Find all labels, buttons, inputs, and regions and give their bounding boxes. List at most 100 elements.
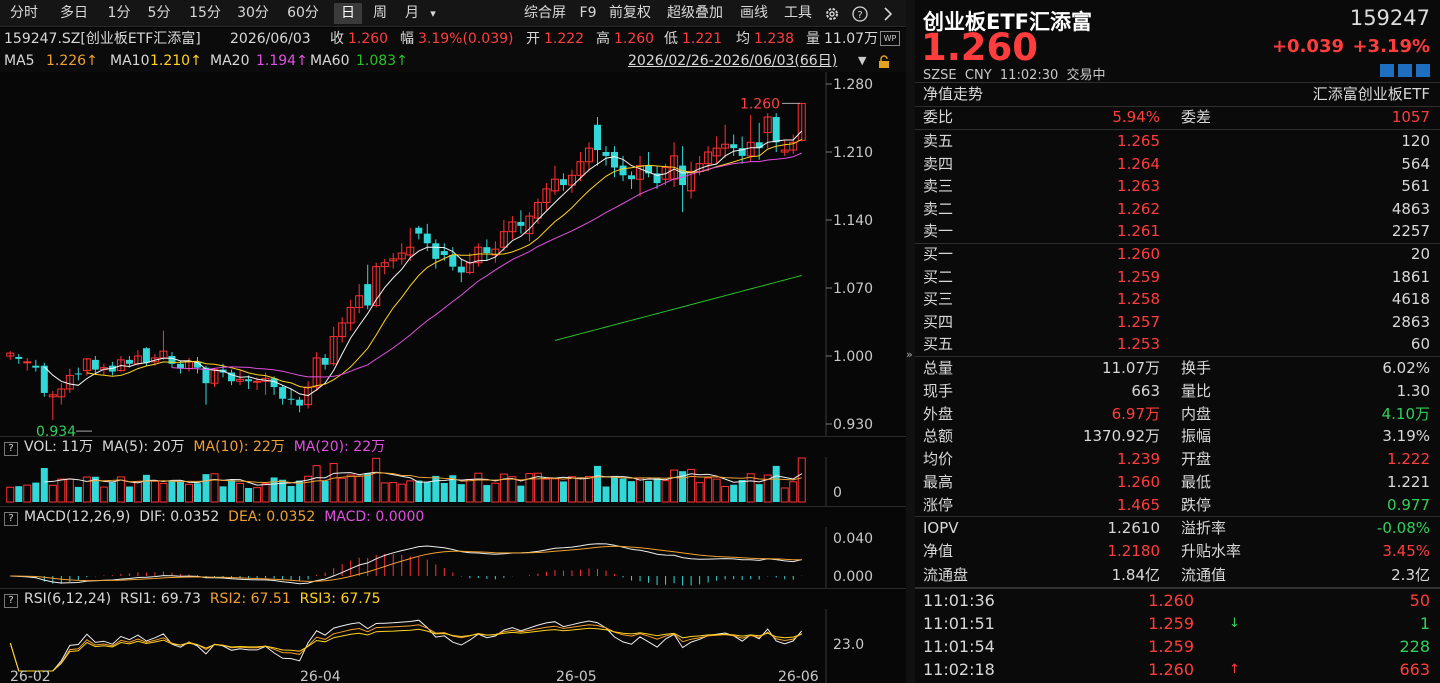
question-icon[interactable]: ?: [4, 512, 18, 526]
tick-row: 11:01:54 1.259 228: [923, 635, 1430, 658]
volume-bar: [576, 477, 585, 503]
tick-price: 1.259: [1148, 637, 1194, 656]
tab-daily[interactable]: 日: [334, 3, 362, 24]
chevron-right-icon[interactable]: [880, 3, 896, 24]
tab-multiday[interactable]: 多日: [60, 5, 88, 21]
volume-bar: [755, 484, 763, 502]
candle-body: [23, 361, 32, 364]
stat-value: 1.221: [1387, 473, 1430, 491]
stat-row: 涨停 1.465 跌停 0.977: [923, 494, 1430, 517]
candle-body: [116, 359, 125, 372]
vol-ma20-label: MA(20): 22万: [293, 439, 386, 455]
volume-bar: [593, 465, 601, 502]
stat-label: 现手: [923, 381, 954, 400]
volume-bar: [364, 473, 372, 502]
volume-panel[interactable]: ? VOL: 11万 MA(5): 20万 MA(10): 22万 MA(20):…: [0, 436, 906, 507]
rsi1-line: [9, 619, 803, 672]
bookmark-icon[interactable]: [1398, 64, 1412, 77]
tick-time: 11:02:18: [923, 660, 995, 679]
candle-body: [125, 359, 133, 364]
vol-label: VOL: 11万: [24, 439, 94, 455]
tab-30min[interactable]: 30分: [237, 5, 269, 21]
kline-panel[interactable]: 1.280 1.210 1.140 1.070 1.000 0.930 1.260 0.934: [0, 72, 906, 436]
ma20-line: [171, 152, 802, 378]
volume-bar: [406, 480, 415, 503]
volume-bar: [704, 477, 713, 503]
tab-weekly[interactable]: 周: [373, 5, 387, 21]
stat-value: 1.239: [1117, 450, 1160, 469]
question-icon[interactable]: ?: [4, 442, 18, 456]
rsi-chart[interactable]: 23.0 26-02 26-04 26-05 26-06: [0, 609, 906, 683]
y-tick-label: 1.070: [833, 281, 873, 297]
help-icon[interactable]: ?: [850, 3, 870, 24]
bid-level-label: 买二: [923, 267, 954, 286]
stat-value: 1.465: [1117, 495, 1160, 514]
macd-chart[interactable]: 0.040 0.000: [0, 527, 906, 589]
tab-1min[interactable]: 1分: [107, 5, 131, 21]
tab-monthly[interactable]: 月: [405, 5, 419, 21]
etf-label: 溢折率: [1181, 519, 1227, 537]
volume-bar: [202, 474, 210, 502]
etf-value: 1.2610: [1107, 519, 1161, 537]
volume-bar: [517, 485, 525, 502]
forward-adjust-button[interactable]: 前复权: [609, 5, 651, 21]
macd-panel[interactable]: ? MACD(12,26,9) DIF: 0.0352 DEA: 0.0352 M…: [0, 506, 906, 589]
candle-body: [789, 141, 798, 151]
candle-body: [755, 142, 763, 149]
dea-line: [10, 545, 802, 582]
f9-button[interactable]: F9: [579, 5, 597, 21]
volume-bar: [133, 481, 142, 503]
edit-icon[interactable]: [1380, 64, 1394, 77]
volume-bar: [40, 468, 48, 502]
volume-bar: [219, 486, 227, 502]
tools-button[interactable]: 工具: [784, 5, 812, 21]
candle-body: [406, 246, 415, 256]
x-axis-label: 26-05: [556, 669, 597, 683]
panel-splitter[interactable]: »: [906, 0, 915, 683]
candle-body: [661, 167, 670, 180]
volume-bar: [389, 482, 398, 503]
bid-price: 1.258: [1117, 290, 1160, 309]
more-periods-dropdown[interactable]: ▾: [430, 7, 436, 20]
rsi-panel[interactable]: ? RSI(6,12,24) RSI1: 69.73 RSI2: 67.51 RS…: [0, 588, 906, 683]
tab-5min[interactable]: 5分: [147, 5, 171, 21]
volume-chart[interactable]: 0: [0, 457, 906, 507]
bid-volume: 1861: [1391, 267, 1430, 286]
tab-60min[interactable]: 60分: [287, 5, 319, 21]
volume-bar: [415, 480, 423, 502]
draw-line-button[interactable]: 画线: [740, 5, 768, 21]
volume-bar: [474, 472, 483, 503]
wp-icon[interactable]: WP: [880, 31, 900, 46]
tab-intraday[interactable]: 分时: [10, 5, 38, 21]
tick-price: 1.259: [1148, 614, 1194, 633]
volume-label: 量: [806, 31, 820, 47]
ma5-line: [43, 130, 803, 397]
settings-icon[interactable]: [822, 3, 842, 24]
candle-body: [457, 266, 465, 273]
collapse-arrow-icon[interactable]: »: [906, 348, 913, 361]
super-overlay-button[interactable]: 超级叠加: [667, 5, 723, 21]
range-dropdown-icon[interactable]: ▼: [858, 54, 867, 67]
price-change: +0.039: [1271, 36, 1344, 57]
composite-screen-button[interactable]: 综合屏: [524, 5, 566, 21]
bid-price: 1.260: [1117, 245, 1160, 263]
volume-bar: [312, 465, 321, 503]
nav-trend-link[interactable]: 净值走势: [923, 85, 984, 103]
period-toolbar: 分时 多日 1分 5分 15分 30分 60分 日 周 月 ▾ 综合屏 F9 前…: [0, 0, 906, 27]
tab-15min[interactable]: 15分: [189, 5, 221, 21]
volume-bar: [236, 482, 245, 503]
expand-icon[interactable]: [1416, 64, 1430, 77]
candle-body: [82, 358, 91, 372]
rsi2-line: [9, 624, 802, 672]
macd-tick-label: 0.000: [833, 569, 873, 585]
stat-row: 外盘 6.97万 内盘 4.10万: [923, 403, 1430, 426]
kline-chart[interactable]: 1.280 1.210 1.140 1.070 1.000 0.930 1.260 0.934: [0, 72, 906, 436]
ask-level-label: 卖一: [923, 222, 954, 241]
stat-value: 1.222: [1387, 450, 1430, 469]
ma20-value: 1.194↑: [256, 53, 308, 69]
question-icon[interactable]: ?: [4, 594, 18, 608]
dif-line: [10, 543, 802, 585]
date-range[interactable]: 2026/02/26-2026/06/03(66日): [628, 53, 838, 69]
lock-icon[interactable]: [878, 54, 890, 68]
candle-body: [74, 373, 82, 375]
